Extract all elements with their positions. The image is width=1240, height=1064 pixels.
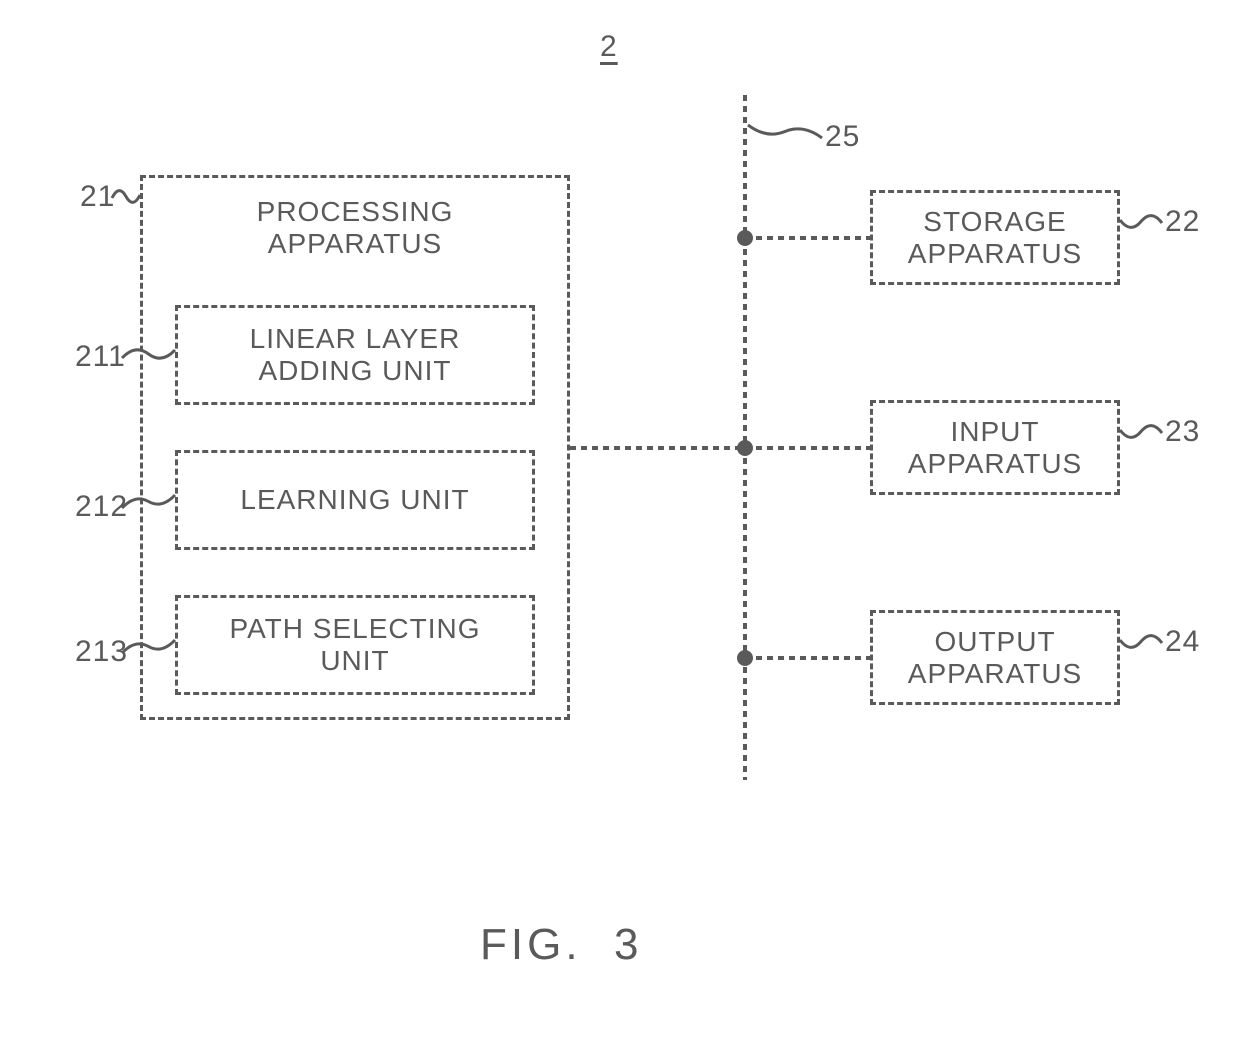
storage-label-l2: APPARATUS (908, 238, 1082, 270)
ref-system: 2 (600, 30, 618, 64)
path-selecting-label-l1: PATH SELECTING (229, 613, 480, 645)
output-apparatus-box: OUTPUT APPARATUS (870, 610, 1120, 705)
linear-layer-label-l2: ADDING UNIT (259, 355, 452, 387)
ref-path-selecting: 213 (75, 635, 128, 669)
ref-learning: 212 (75, 490, 128, 524)
learning-label-l1: LEARNING UNIT (240, 484, 469, 516)
input-label-l2: APPARATUS (908, 448, 1082, 480)
path-selecting-label-l2: UNIT (320, 645, 389, 677)
ref-bus: 25 (825, 120, 860, 154)
learning-unit-box: LEARNING UNIT (175, 450, 535, 550)
ref-output: 24 (1165, 625, 1200, 659)
storage-label-l1: STORAGE (923, 206, 1066, 238)
processing-label-l2: APPARATUS (257, 228, 454, 260)
ref-storage: 22 (1165, 205, 1200, 239)
input-label-l1: INPUT (951, 416, 1040, 448)
processing-label-l1: PROCESSING (257, 196, 454, 228)
linear-layer-label-l1: LINEAR LAYER (250, 323, 461, 355)
linear-layer-adding-unit-box: LINEAR LAYER ADDING UNIT (175, 305, 535, 405)
output-label-l1: OUTPUT (934, 626, 1055, 658)
ref-processing: 21 (80, 180, 115, 214)
input-apparatus-box: INPUT APPARATUS (870, 400, 1120, 495)
output-label-l2: APPARATUS (908, 658, 1082, 690)
path-selecting-unit-box: PATH SELECTING UNIT (175, 595, 535, 695)
ref-linear-layer: 211 (75, 340, 126, 374)
figure-caption: FIG. 3 (480, 920, 642, 970)
block-diagram: PROCESSING APPARATUS LINEAR LAYER ADDING… (0, 0, 1240, 1064)
storage-apparatus-box: STORAGE APPARATUS (870, 190, 1120, 285)
ref-input: 23 (1165, 415, 1200, 449)
